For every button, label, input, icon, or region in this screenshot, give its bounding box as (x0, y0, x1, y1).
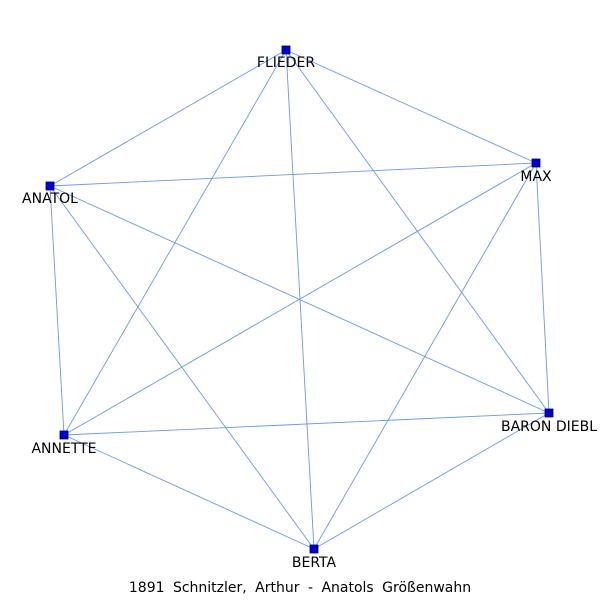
edge-flieder-anatol (49, 49, 287, 187)
edge-anatol-baron-diebl (49, 185, 550, 414)
node-label-anatol: ANATOL (22, 191, 78, 207)
node-annette (59, 430, 69, 440)
edge-baron-diebl-berta (313, 412, 550, 550)
node-label-flieder: FLIEDER (257, 55, 315, 71)
edge-max-anatol (49, 162, 537, 187)
edge-anatol-annette (49, 185, 65, 436)
edge-anatol-berta (49, 185, 315, 550)
node-berta (309, 544, 319, 554)
edge-layer (49, 49, 550, 550)
node-label-baron-diebl: BARON DIEBL (501, 419, 597, 435)
node-anatol (45, 181, 55, 191)
node-layer (45, 45, 554, 554)
edge-max-berta (313, 162, 537, 550)
edge-annette-berta (63, 434, 315, 550)
edge-annette-baron-diebl (63, 412, 550, 436)
node-label-berta: BERTA (292, 555, 337, 571)
label-layer: FLIEDER MAX ANATOL ANNETTE BARON DIEBL BERTA (22, 55, 597, 571)
edge-max-baron-diebl (535, 162, 550, 414)
node-label-annette: ANNETTE (31, 441, 96, 457)
node-max (531, 158, 541, 168)
node-label-max: MAX (520, 169, 552, 185)
graph-caption: 1891 Schnitzler, Arthur - Anatols Größen… (128, 580, 472, 596)
edge-flieder-max (285, 49, 537, 164)
node-baron-diebl (544, 408, 554, 418)
edge-max-annette (63, 162, 537, 436)
node-flieder (281, 45, 291, 55)
